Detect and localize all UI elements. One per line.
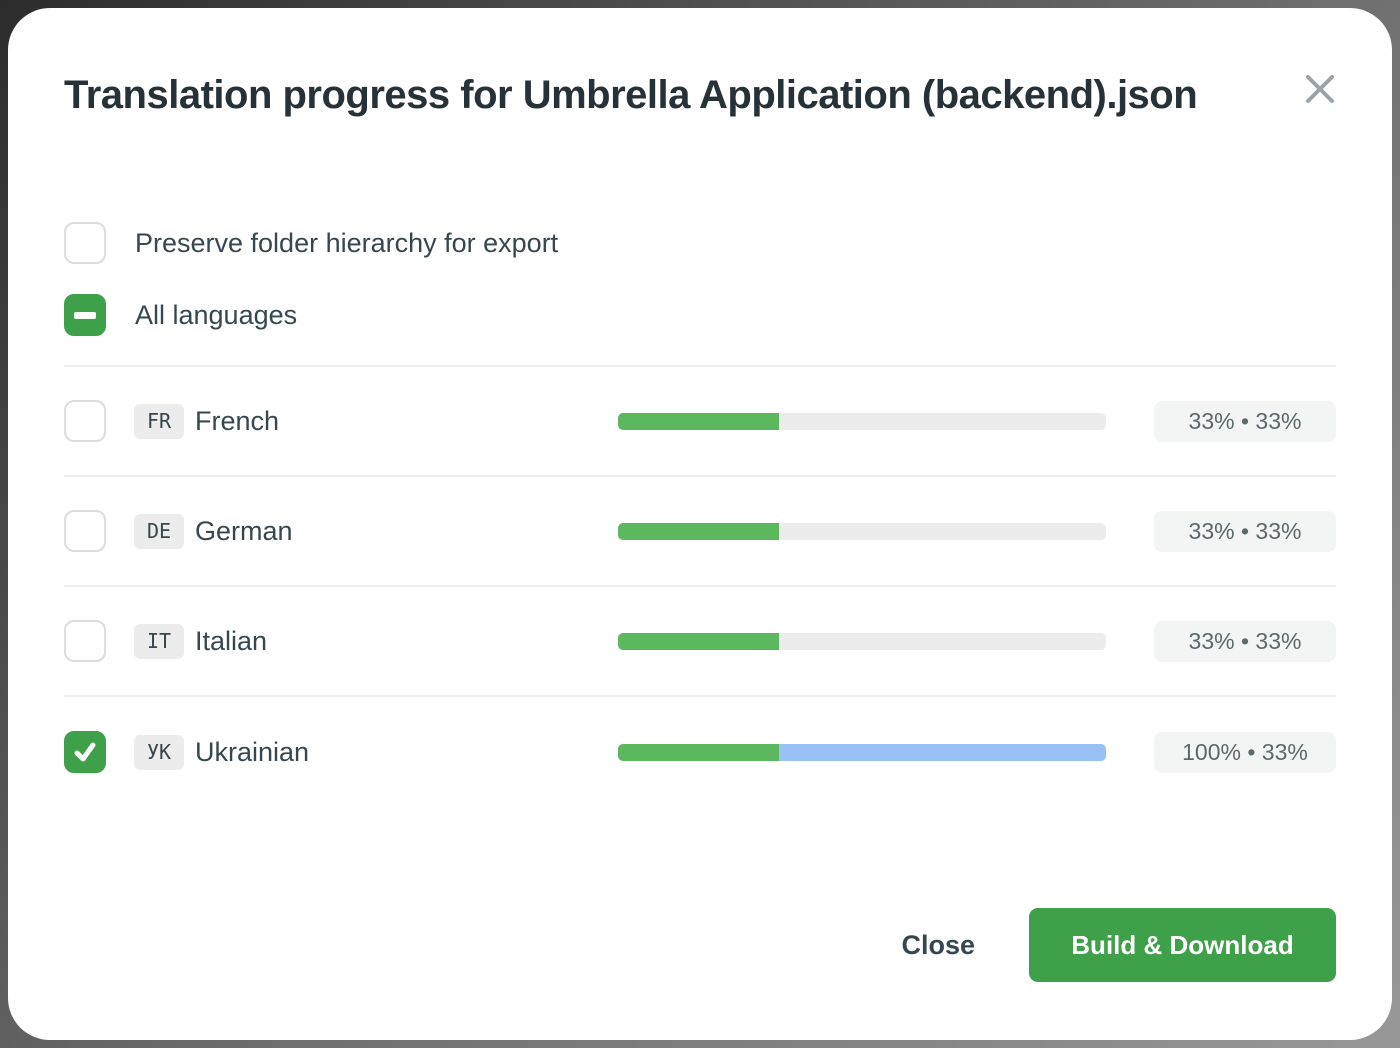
language-name: German [195,515,293,546]
dialog-header: Translation progress for Umbrella Applic… [64,72,1336,118]
language-checkbox[interactable] [64,620,106,662]
approved-progress-fill [618,412,780,430]
dialog-footer: Close Build & Download [64,908,1336,982]
close-button[interactable] [1298,68,1342,112]
translation-progress-bar [618,743,1106,761]
language-checkbox[interactable] [64,400,106,442]
all-languages-row: All languages [64,294,1336,336]
checkmark-icon [74,742,96,762]
progress-percent-badge: 33% • 33% [1154,400,1336,442]
language-name: French [195,405,280,436]
translation-progress-dialog: Translation progress for Umbrella Applic… [8,8,1392,1040]
language-code-badge: УК [134,734,184,770]
indeterminate-dash-icon [74,311,96,319]
all-languages-label: All languages [135,299,298,330]
language-code-badge: FR [134,403,184,439]
progress-percent-badge: 33% • 33% [1154,620,1336,662]
preserve-hierarchy-label: Preserve folder hierarchy for export [135,227,559,258]
language-checkbox[interactable] [64,510,106,552]
language-row-german: DE German 33% • 33% [64,477,1336,587]
language-row-italian: IT Italian 33% • 33% [64,587,1336,697]
close-dialog-button[interactable]: Close [901,929,975,960]
translation-progress-bar [618,412,1106,430]
language-name: Ukrainian [195,736,310,767]
close-icon [1303,72,1337,109]
translation-progress-bar [618,632,1106,650]
progress-percent-badge: 33% • 33% [1154,510,1336,552]
language-list: FR French 33% • 33% DE German 33% • 33% [64,367,1336,807]
progress-percent-badge: 100% • 33% [1154,731,1336,773]
language-code-badge: IT [134,623,184,659]
language-row-ukrainian: УК Ukrainian 100% • 33% [64,697,1336,807]
translated-progress-fill [779,743,1106,761]
language-checkbox[interactable] [64,731,106,773]
all-languages-checkbox[interactable] [64,294,106,336]
approved-progress-fill [618,743,780,761]
language-name: Italian [195,625,268,656]
dialog-title: Translation progress for Umbrella Applic… [64,73,1198,117]
divider [64,365,1336,367]
approved-progress-fill [618,522,780,540]
build-and-download-button[interactable]: Build & Download [1029,908,1336,982]
approved-progress-fill [618,632,780,650]
preserve-hierarchy-checkbox[interactable] [64,222,106,264]
language-row-french: FR French 33% • 33% [64,367,1336,477]
translation-progress-bar [618,522,1106,540]
language-code-badge: DE [134,513,184,549]
preserve-hierarchy-row: Preserve folder hierarchy for export [64,222,1336,264]
